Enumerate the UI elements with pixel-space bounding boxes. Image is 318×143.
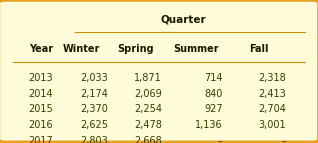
Text: 2,370: 2,370 — [80, 104, 108, 114]
Text: 2013: 2013 — [29, 73, 53, 83]
Text: 2,625: 2,625 — [80, 120, 108, 130]
Text: 2016: 2016 — [29, 120, 53, 130]
Text: Summer: Summer — [173, 44, 218, 54]
Text: 2,478: 2,478 — [134, 120, 162, 130]
Text: 2,033: 2,033 — [80, 73, 108, 83]
Text: 2015: 2015 — [29, 104, 53, 114]
Text: 714: 714 — [204, 73, 223, 83]
Text: Spring: Spring — [117, 44, 154, 54]
Text: 2,318: 2,318 — [259, 73, 286, 83]
Text: 3,001: 3,001 — [259, 120, 286, 130]
Text: 2,668: 2,668 — [135, 136, 162, 143]
Text: –: – — [281, 136, 286, 143]
Text: 2,174: 2,174 — [80, 89, 108, 99]
Text: 2,069: 2,069 — [135, 89, 162, 99]
Text: 2,803: 2,803 — [80, 136, 108, 143]
Text: 840: 840 — [204, 89, 223, 99]
Text: Winter: Winter — [62, 44, 100, 54]
Text: 2017: 2017 — [29, 136, 53, 143]
Text: –: – — [218, 136, 223, 143]
Text: 927: 927 — [204, 104, 223, 114]
Text: 2,704: 2,704 — [258, 104, 286, 114]
Text: 2,254: 2,254 — [134, 104, 162, 114]
Text: 1,871: 1,871 — [135, 73, 162, 83]
Text: Year: Year — [29, 44, 53, 54]
Text: 2,413: 2,413 — [259, 89, 286, 99]
Text: Fall: Fall — [249, 44, 269, 54]
Text: 1,136: 1,136 — [195, 120, 223, 130]
Text: 2014: 2014 — [29, 89, 53, 99]
Text: Quarter: Quarter — [160, 14, 206, 24]
